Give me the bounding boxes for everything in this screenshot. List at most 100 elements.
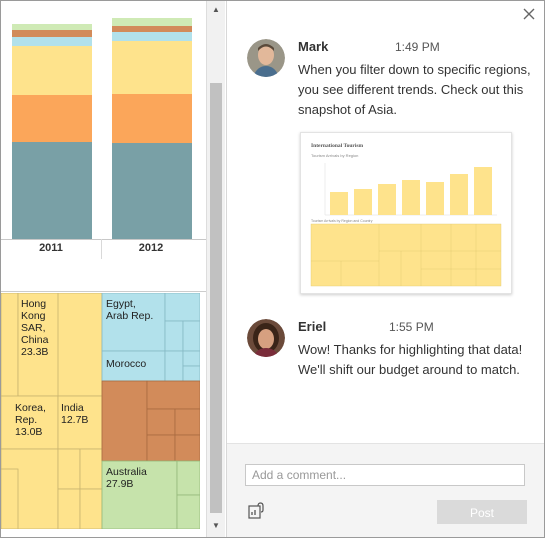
treemap-label-egypt: Egypt, Arab Rep. [106, 298, 153, 322]
treemap-cell[interactable] [174, 434, 200, 462]
label-line: Kong [21, 310, 46, 322]
comment-input[interactable]: Add a comment... [245, 464, 525, 486]
treemap-cell[interactable] [79, 488, 103, 529]
label-line: India [61, 402, 84, 414]
snapshot-thumbnail[interactable]: International Tourism Tourism Arrivals b… [300, 132, 512, 294]
treemap-cell[interactable] [182, 320, 200, 352]
scroll-thumb[interactable] [210, 83, 222, 513]
avatar-mark [247, 39, 285, 77]
bar-2011-yellow[interactable] [12, 46, 92, 95]
bar-2011-orange[interactable] [12, 95, 92, 142]
bar-2012-orange[interactable] [112, 94, 192, 143]
treemap-label-australia: Australia 27.9B [106, 466, 147, 490]
x-axis-line [1, 239, 206, 240]
attach-snapshot-icon[interactable] [247, 502, 265, 520]
comment-text: Wow! Thanks for highlighting that data! … [298, 342, 523, 377]
treemap-cell[interactable] [182, 365, 200, 382]
comment-author: Eriel [298, 319, 327, 334]
label-line: Australia [106, 466, 147, 478]
treemap-cell[interactable] [79, 448, 103, 490]
scroll-down-arrow-icon[interactable]: ▼ [212, 521, 220, 530]
treemap-label-korea: Korea, Rep. 13.0B [15, 402, 46, 438]
bar-2011-teal[interactable] [12, 142, 92, 239]
treemap-cell[interactable] [182, 350, 200, 367]
snapshot-chart [310, 163, 502, 287]
label-line: Hong [21, 298, 47, 310]
stacked-bar-svg [12, 18, 192, 239]
bar-2012-green[interactable] [112, 18, 192, 26]
snapshot-bar [402, 180, 420, 215]
stacked-bar-chart [1, 1, 206, 241]
treemap-label-india: India 12.7B [61, 402, 88, 426]
treemap-cell[interactable] [57, 488, 81, 529]
treemap-svg [1, 293, 200, 529]
year-label-2011: 2011 [39, 242, 63, 254]
treemap-egypt[interactable] [101, 293, 166, 352]
avatar-eriel-image [247, 319, 285, 357]
treemap-label-hongkong: Hong Kong SAR, China 23.3B [21, 298, 48, 358]
comment-time: 1:49 PM [395, 40, 440, 54]
snapshot-bar [330, 192, 348, 215]
year-divider [101, 239, 102, 259]
vertical-scrollbar[interactable]: ▲ ▼ [206, 1, 225, 537]
snapshot-subtitle-2: Tourism Arrivals by Region and Country [311, 219, 373, 223]
treemap-morocco[interactable] [101, 350, 166, 382]
label-line: China [21, 334, 49, 346]
treemap-australia[interactable] [101, 460, 178, 529]
label-line: Egypt, [106, 298, 136, 310]
label-line: 12.7B [61, 414, 89, 426]
treemap-cell[interactable] [146, 380, 200, 410]
treemap-brown-main[interactable] [101, 380, 148, 462]
label-line: SAR, [21, 322, 46, 334]
comment-eriel: Eriel 1:55 PM Wow! Thanks for highlighti… [247, 319, 537, 419]
treemap-cell[interactable] [174, 408, 200, 436]
snapshot-bar [474, 167, 492, 215]
close-icon-svg [523, 8, 535, 20]
treemap-cell[interactable] [164, 320, 184, 352]
comment-time: 1:55 PM [389, 320, 434, 334]
snapshot-treemap [310, 223, 502, 287]
comment-text: When you filter down to specific regions… [298, 62, 531, 117]
treemap-cell[interactable] [176, 460, 200, 496]
avatar-eriel [247, 319, 285, 357]
year-label-2012: 2012 [138, 242, 164, 254]
scroll-up-arrow-icon[interactable]: ▲ [212, 5, 220, 14]
treemap-cell[interactable] [57, 448, 81, 490]
label-line: 23.3B [21, 346, 49, 358]
bar-2012-teal[interactable] [112, 143, 192, 239]
treemap-cell[interactable] [1, 468, 19, 529]
comments-panel: Mark 1:49 PM When you filter down to spe… [226, 1, 544, 537]
bar-2012-yellow[interactable] [112, 41, 192, 94]
treemap-cell[interactable] [146, 434, 176, 462]
treemap-cell[interactable] [57, 293, 103, 397]
avatar-mark-image [247, 39, 285, 77]
snapshot-bar [450, 174, 468, 215]
bar-2011-green[interactable] [12, 24, 92, 30]
attach-snapshot-icon-svg [248, 502, 264, 519]
label-line: Korea, [15, 402, 46, 414]
snapshot-bar [378, 184, 396, 215]
treemap-cell[interactable] [146, 408, 176, 436]
snapshot-title: International Tourism [311, 143, 364, 149]
label-line: Rep. [15, 414, 38, 426]
snapshot-bar [354, 189, 372, 215]
snapshot-bar [426, 182, 444, 215]
bar-2011-brown[interactable] [12, 30, 92, 37]
treemap-cell[interactable] [176, 494, 200, 529]
post-button[interactable]: Post [437, 500, 527, 524]
close-icon[interactable] [521, 7, 537, 23]
snapshot-subtitle: Tourism Arrivals by Region [311, 153, 359, 158]
treemap-cell[interactable] [164, 350, 184, 382]
section-divider [1, 291, 206, 292]
treemap-cell[interactable] [164, 293, 200, 322]
bar-2012-brown[interactable] [112, 26, 192, 32]
label-line: Arab Rep. [106, 310, 154, 322]
bar-2011-lightblue[interactable] [12, 37, 92, 46]
treemap-label-morocco: Morocco [106, 358, 147, 370]
comment-mark: Mark 1:49 PM When you filter down to spe… [247, 39, 537, 299]
label-line: 13.0B [15, 426, 43, 438]
treemap: Hong Kong SAR, China 23.3B Egypt, Arab R… [1, 293, 200, 529]
label-line: 27.9B [106, 478, 134, 490]
bar-2012-lightblue[interactable] [112, 32, 192, 41]
